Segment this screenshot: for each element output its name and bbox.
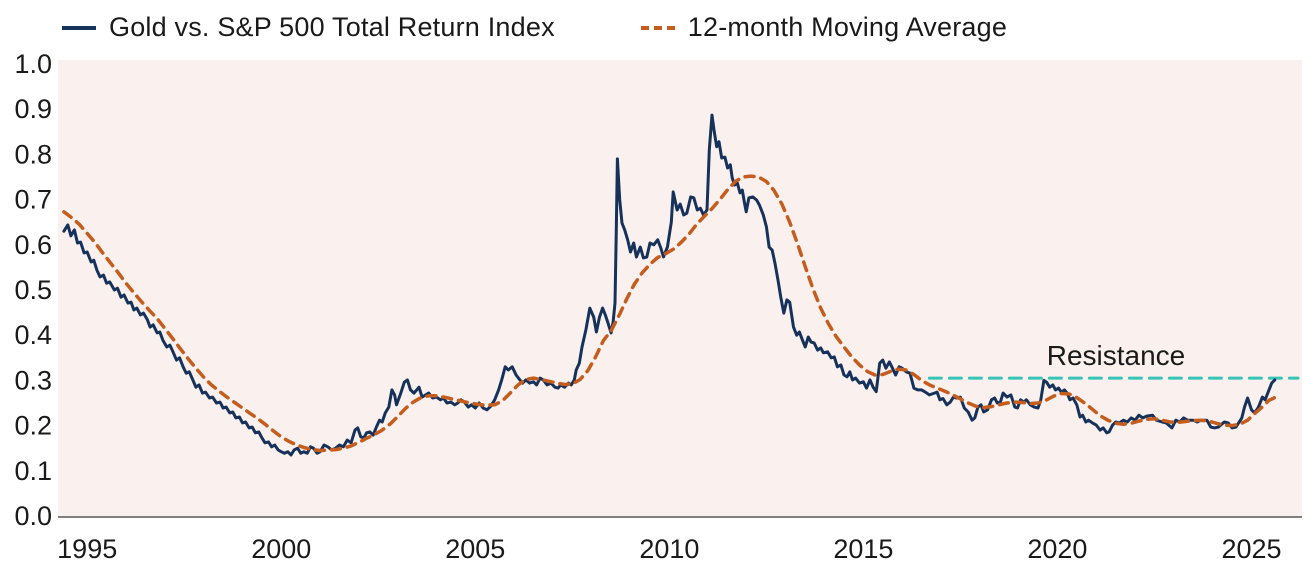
x-tick-label: 2000 — [251, 534, 311, 564]
y-tick-label: 0.9 — [14, 94, 52, 124]
y-tick-label: 1.0 — [14, 49, 52, 79]
resistance-label: Resistance — [1046, 340, 1186, 371]
y-tick-label: 0.2 — [14, 411, 52, 441]
x-tick-label: 2020 — [1027, 534, 1087, 564]
solid-line-swatch — [62, 25, 96, 30]
legend-label-moving-average: 12-month Moving Average — [687, 12, 1008, 42]
legend-item-gold-sp500: Gold vs. S&P 500 Total Return Index — [62, 12, 555, 43]
x-tick-label: 2010 — [639, 534, 699, 564]
legend-item-moving-average: 12-month Moving Average — [640, 12, 1008, 43]
y-tick-label: 0.0 — [14, 501, 52, 531]
x-tick-label: 1995 — [57, 534, 117, 564]
plot-area — [58, 60, 1302, 517]
gold-vs-sp500-line — [62, 113, 1277, 457]
y-tick-label: 0.8 — [14, 139, 52, 169]
y-tick-label: 0.6 — [14, 230, 52, 260]
x-tick-label: 2015 — [833, 534, 893, 564]
y-tick-label: 0.4 — [14, 320, 52, 350]
x-tick-label: 2025 — [1221, 534, 1281, 564]
y-tick-label: 0.5 — [14, 275, 52, 305]
dashed-line-swatch — [640, 25, 675, 30]
y-tick-label: 0.7 — [14, 185, 52, 215]
legend-label-gold-sp500: Gold vs. S&P 500 Total Return Index — [109, 12, 555, 42]
y-tick-label: 0.3 — [14, 365, 52, 395]
moving-average-line — [62, 174, 1277, 453]
x-tick-label: 2005 — [445, 534, 505, 564]
legend: Gold vs. S&P 500 Total Return Index 12-m… — [62, 12, 1008, 43]
y-tick-label: 0.1 — [14, 456, 52, 486]
